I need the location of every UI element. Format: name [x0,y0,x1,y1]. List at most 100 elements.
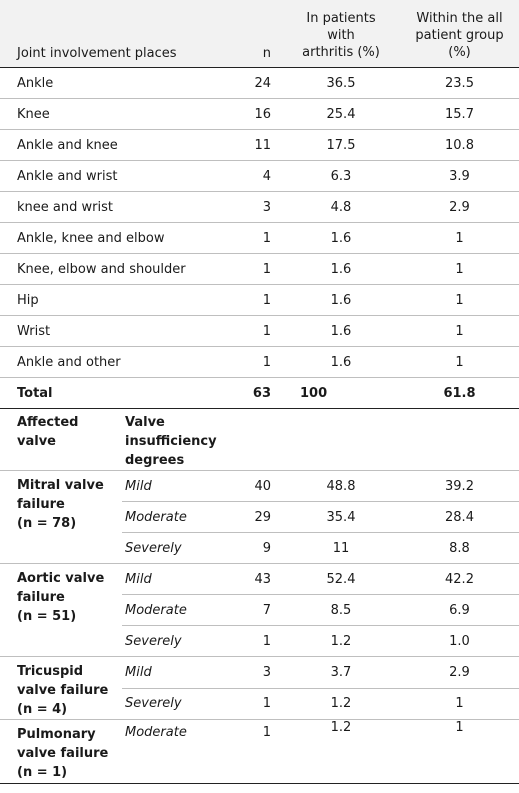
valve-n: 7 [240,594,282,626]
joint-place: Ankle and wrist [0,160,240,192]
valve-rows: Mitral valve failure (n = 78) Mild 40 48.8 39.… [0,470,519,784]
valve-row: Severely 9 11 8.8 [0,532,519,564]
joint-n: 1 [240,346,282,378]
valve-name-line3: (n = 1) [17,765,68,780]
valve-header-degrees: Valve insufficiency degrees [122,408,240,471]
valve-n: 29 [240,501,282,533]
valve-arthritis-pct: 1.2 [282,719,400,784]
table-row: knee and wrist 3 4.8 2.9 [0,191,519,223]
valve-name-line3: (n = 4) [17,702,68,717]
joint-place: Ankle and knee [0,129,240,161]
joint-n: 1 [240,284,282,316]
valve-arthritis-pct: 1.2 [282,625,400,657]
valve-header-affected-line1: Affected [17,415,79,430]
header-arthritis-line1: In patients [306,11,376,26]
header-all-line2: patient group [415,28,504,43]
valve-all-pct: 1.0 [400,625,519,657]
valve-degree: Moderate [122,719,240,784]
joint-place: Knee [0,98,240,130]
joint-all-pct: 1 [400,222,519,254]
header-all-pct: Within the all patient group (%) [400,0,519,68]
valve-all-pct: 6.9 [400,594,519,626]
joint-all-pct: 2.9 [400,191,519,223]
header-n: n [262,46,271,61]
valve-all-pct: 2.9 [400,656,519,689]
table-row: Ankle 24 36.5 23.5 [0,67,519,99]
valve-all-pct: 8.8 [400,532,519,564]
joint-n: 11 [240,129,282,161]
valve-name-line2: failure [17,590,65,605]
valve-degree: Moderate [122,501,240,533]
valve-name-line1: Pulmonary [17,727,96,742]
valve-arthritis-pct: 1.2 [282,688,400,720]
table-row: Ankle, knee and elbow 1 1.6 1 [0,222,519,254]
valve-degree: Moderate [122,594,240,626]
valve-n: 9 [240,532,282,564]
valve-n: 43 [240,563,282,595]
table-header-row: Joint involvement places n In patients w… [0,0,519,68]
valve-name: Tricuspid valve failure (n = 4) [0,656,122,720]
valve-n: 1 [240,688,282,720]
joint-arthritis-pct: 1.6 [282,346,400,378]
valve-all-pct: 28.4 [400,501,519,533]
valve-name-line3: (n = 78) [17,516,77,531]
joint-all-pct: 3.9 [400,160,519,192]
joint-place: Ankle [0,67,240,99]
valve-row: Mitral valve failure (n = 78) Mild 40 48.8 39.… [0,470,519,564]
valve-all-pct: 39.2 [400,470,519,502]
joint-all-pct: 1 [400,315,519,347]
valve-degree: Mild [122,563,240,595]
valve-header-row: Affected valve Valve insufficiency degre… [0,408,519,471]
joint-n: 1 [240,315,282,347]
table-row: Knee, elbow and shoulder 1 1.6 1 [0,253,519,285]
joint-n: 3 [240,191,282,223]
total-label: Total [0,377,240,409]
valve-degree: Severely [122,688,240,720]
valve-row: Severely 1 1.2 1 [0,688,519,720]
header-all-line1: Within the all [416,11,503,26]
table-row: Ankle and other 1 1.6 1 [0,346,519,378]
valve-n: 1 [240,625,282,657]
total-all: 61.8 [400,377,519,409]
valve-arthritis-pct: 11 [282,532,400,564]
joint-place: Ankle, knee and elbow [0,222,240,254]
valve-name-line2: valve failure [17,683,109,698]
header-joint-places: Joint involvement places [17,46,177,61]
joint-n: 16 [240,98,282,130]
valve-degree: Mild [122,656,240,689]
valve-arthritis-pct: 48.8 [282,470,400,502]
valve-n: 3 [240,656,282,689]
joint-arthritis-pct: 25.4 [282,98,400,130]
valve-name-line1: Mitral valve [17,478,104,493]
valve-all-pct: 1 [400,719,519,784]
valve-arthritis-pct: 35.4 [282,501,400,533]
valve-all-pct: 42.2 [400,563,519,595]
valve-row: Moderate 29 35.4 28.4 [0,501,519,533]
joint-all-pct: 1 [400,346,519,378]
joint-arthritis-pct: 1.6 [282,315,400,347]
joint-all-pct: 15.7 [400,98,519,130]
valve-row: Pulmonary valve failure (n = 1) Moderate 1 1.… [0,719,519,784]
valve-row: Tricuspid valve failure (n = 4) Mild 3 3.7 2.9 [0,656,519,720]
joint-all-pct: 23.5 [400,67,519,99]
table-row: Knee 16 25.4 15.7 [0,98,519,130]
valve-arthritis-pct: 52.4 [282,563,400,595]
joint-n: 1 [240,253,282,285]
joint-place: Wrist [0,315,240,347]
total-n: 63 [240,377,282,409]
valve-row: Aortic valve failure (n = 51) Mild 43 52.4 42.… [0,563,519,657]
valve-arthritis-pct: 3.7 [282,656,400,689]
valve-arthritis-pct: 8.5 [282,594,400,626]
valve-n: 1 [240,719,282,784]
joint-all-pct: 1 [400,284,519,316]
valve-header-affected: Affected valve [0,408,122,471]
valve-degree: Severely [122,532,240,564]
joint-n: 1 [240,222,282,254]
header-arthritis-line2: with [327,28,355,43]
total-arthritis: 100 [282,377,400,409]
valve-name-line1: Tricuspid [17,664,84,679]
table-row: Hip 1 1.6 1 [0,284,519,316]
valve-n: 40 [240,470,282,502]
header-arthritis-pct: In patients with arthritis (%) [282,0,400,68]
